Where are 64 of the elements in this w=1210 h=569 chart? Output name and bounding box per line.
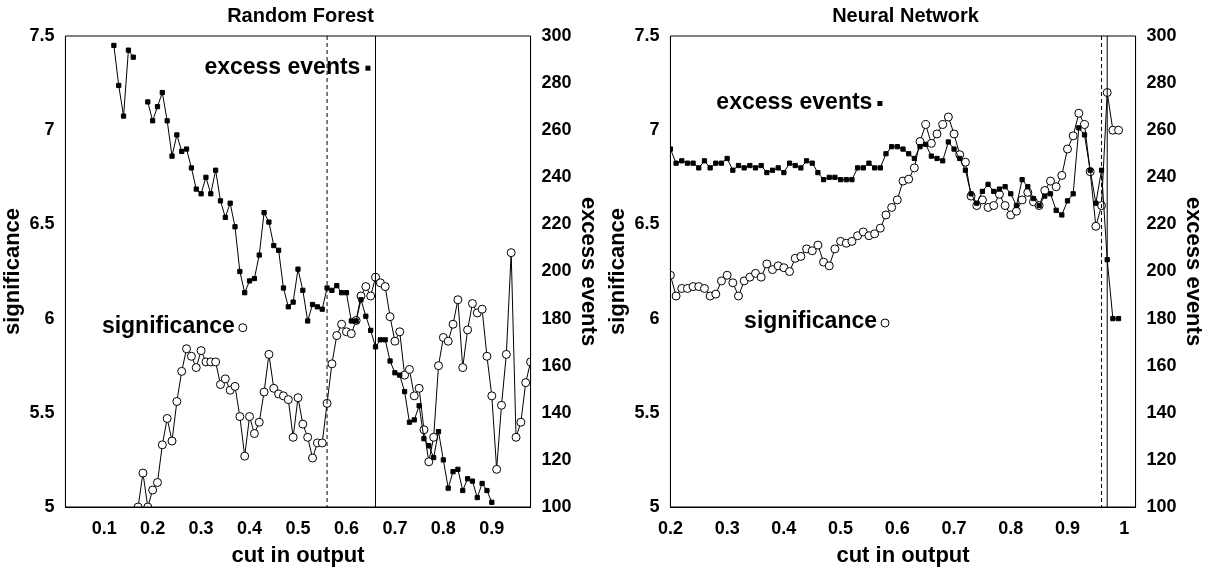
x-tick-label: 0.6: [333, 517, 359, 538]
x-tick-label: 0.7: [382, 517, 408, 538]
y-tick-label: 5: [44, 495, 55, 516]
x-tick-label: 0.1: [91, 517, 117, 538]
y-tick-label: 7: [649, 119, 660, 140]
x-tick-label: 0.2: [657, 517, 683, 538]
x-tick-label: 0.8: [998, 517, 1024, 538]
x-tick-label: 0.4: [771, 517, 797, 538]
y-tick-label: 7.5: [29, 24, 55, 45]
y2-tick-label: 160: [541, 354, 572, 375]
y-tick-label: 6: [649, 307, 660, 328]
y2-tick-label: 280: [541, 72, 572, 93]
y2-tick-label: 260: [541, 119, 572, 140]
y2-tick-label: 300: [1146, 24, 1177, 45]
chart-title: Random Forest: [227, 3, 375, 26]
x-tick-label: 0.9: [1054, 517, 1081, 538]
y-tick-label: 6.5: [634, 213, 660, 234]
y-axis-title: significance: [0, 207, 25, 336]
chart-title: Neural Network: [832, 3, 980, 26]
x-tick-label: 0.4: [237, 517, 263, 538]
y2-tick-label: 220: [541, 213, 572, 234]
y2-tick-label: 260: [1146, 119, 1177, 140]
x-tick-label: 0.6: [884, 517, 910, 538]
x-tick-label: 0.3: [714, 517, 740, 538]
y2-axis-title: excess events: [576, 196, 602, 347]
x-tick-label: 0.8: [430, 517, 456, 538]
x-tick-label: 0.3: [188, 517, 214, 538]
x-tick-label: 0.7: [941, 517, 967, 538]
y2-tick-label: 120: [1146, 448, 1177, 469]
x-tick-label: 0.5: [828, 517, 854, 538]
x-tick-label: 0.2: [140, 517, 166, 538]
x-axis-title: cut in output: [836, 541, 971, 567]
legend-label: significance: [101, 311, 235, 338]
y-tick-label: 7: [44, 119, 55, 140]
legend-label: significance: [744, 307, 878, 334]
y2-tick-label: 100: [541, 495, 572, 516]
y-axis-title: significance: [604, 207, 630, 336]
y2-tick-label: 140: [541, 401, 572, 422]
y-tick-label: 6: [44, 307, 55, 328]
y2-tick-label: 120: [541, 448, 572, 469]
x-tick-label: 0.5: [285, 517, 311, 538]
y2-tick-label: 240: [1146, 166, 1177, 187]
x-tick-label: 0.9: [479, 517, 505, 538]
y2-tick-label: 160: [1146, 354, 1177, 375]
y2-tick-label: 200: [541, 260, 572, 281]
y2-tick-label: 140: [1146, 401, 1177, 422]
y2-tick-label: 180: [1146, 307, 1177, 328]
x-axis-title: cut in output: [231, 541, 366, 567]
y2-tick-label: 280: [1146, 72, 1177, 93]
y-tick-label: 7.5: [634, 24, 660, 45]
legend-label: excess events: [204, 52, 361, 79]
y-tick-label: 5.5: [29, 401, 55, 422]
y2-tick-label: 240: [541, 166, 572, 187]
y-tick-label: 5: [649, 495, 660, 516]
x-tick-label: 1: [1119, 517, 1130, 538]
y2-tick-label: 180: [541, 307, 572, 328]
y2-tick-label: 300: [541, 24, 572, 45]
legend-label: excess events: [716, 88, 873, 114]
y2-tick-label: 100: [1146, 495, 1177, 516]
y-tick-label: 6.5: [29, 213, 55, 234]
y2-tick-label: 220: [1146, 213, 1177, 234]
y2-tick-label: 200: [1146, 260, 1177, 281]
y-tick-label: 5.5: [634, 401, 660, 422]
y2-axis-title: excess events: [1181, 196, 1207, 347]
